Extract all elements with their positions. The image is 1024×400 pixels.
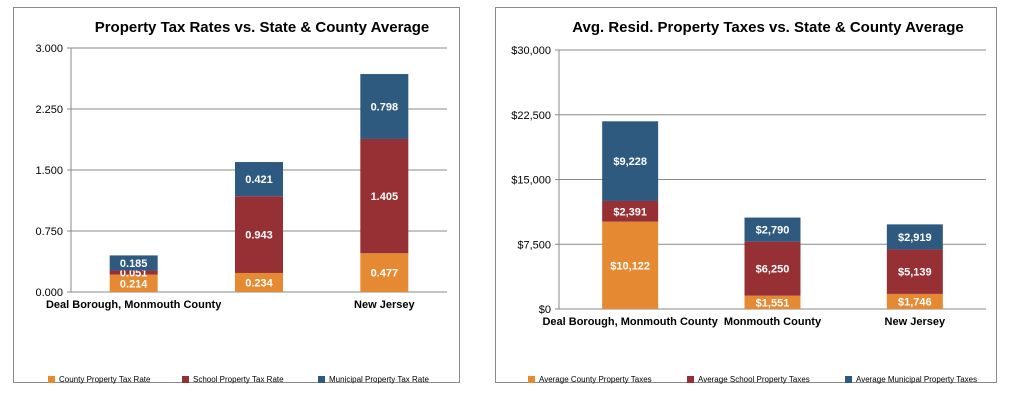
y-tick-label: $15,000 — [511, 175, 551, 187]
data-label: 0.214 — [120, 278, 148, 290]
tax-rate-chart-panel: Property Tax Rates vs. State & County Av… — [13, 7, 460, 384]
bar-segment-county — [109, 274, 158, 292]
data-label: $6,250 — [756, 264, 790, 276]
data-label: 0.798 — [371, 101, 399, 113]
bar-segment-municipal — [744, 217, 801, 242]
y-tick-label: $30,000 — [511, 45, 551, 57]
data-label: $2,391 — [613, 206, 647, 218]
chart-title: Avg. Resid. Property Taxes vs. State & C… — [572, 19, 964, 36]
data-label: $9,228 — [613, 156, 647, 168]
legend-swatch — [687, 376, 694, 383]
bar-segment-school — [602, 200, 659, 222]
legend-label: Average School Property Taxes — [698, 375, 810, 384]
data-label: 0.185 — [120, 258, 148, 270]
bar-segment-county — [886, 293, 943, 309]
tax-rate-chart: Property Tax Rates vs. State & County Av… — [35, 19, 447, 384]
data-label: $10,122 — [610, 260, 650, 272]
legend-label: Municipal Property Tax Rate — [329, 375, 429, 384]
legend-label: School Property Tax Rate — [193, 375, 284, 384]
data-label: $5,139 — [898, 267, 932, 279]
legend-label: Average Municipal Property Taxes — [856, 375, 977, 384]
legend-swatch — [318, 376, 325, 383]
y-tick-label: 0.000 — [35, 287, 63, 299]
data-label: 0.051 — [120, 268, 148, 280]
y-tick-label: 0.750 — [35, 226, 63, 238]
data-label: $2,790 — [756, 225, 790, 237]
y-tick-label: 1.500 — [35, 165, 63, 177]
bar-segment-school — [235, 196, 283, 273]
y-tick-label: $22,500 — [511, 110, 551, 122]
bar-segment-county — [744, 295, 801, 309]
y-tick-label: 2.250 — [35, 104, 63, 116]
bar-segment-municipal — [109, 255, 158, 271]
bar-segment-school — [360, 138, 409, 254]
y-tick-label: $0 — [539, 304, 551, 316]
bar-segment-county — [235, 272, 283, 292]
legend-swatch — [528, 376, 535, 383]
data-label: 0.421 — [245, 174, 273, 186]
bar-segment-school — [109, 270, 158, 275]
legend-swatch — [182, 376, 189, 383]
avg-taxes-chart: Avg. Resid. Property Taxes vs. State & C… — [511, 19, 986, 384]
bar-segment-county — [602, 221, 659, 309]
category-label: New Jersey — [354, 299, 415, 311]
bar-segment-municipal — [886, 224, 943, 250]
data-label: $1,551 — [756, 297, 790, 309]
data-label: $1,746 — [898, 296, 932, 308]
bar-segment-school — [886, 249, 943, 294]
legend-swatch — [845, 376, 852, 383]
data-label: 0.943 — [245, 230, 273, 242]
category-label: Deal Borough, Monmouth County — [46, 299, 222, 311]
bar-segment-school — [744, 241, 801, 296]
bar-segment-municipal — [360, 74, 409, 139]
category-label: Monmouth County — [724, 316, 822, 328]
bar-segment-municipal — [235, 162, 283, 197]
avg-taxes-chart-panel: Avg. Resid. Property Taxes vs. State & C… — [495, 7, 997, 384]
category-label: Deal Borough, Monmouth County — [542, 316, 718, 328]
y-tick-label: $7,500 — [517, 239, 551, 251]
data-label: $2,919 — [898, 232, 932, 244]
data-label: 0.234 — [245, 277, 273, 289]
chart-title: Property Tax Rates vs. State & County Av… — [95, 19, 430, 36]
y-tick-label: 3.000 — [35, 43, 63, 55]
bar-segment-municipal — [602, 121, 659, 201]
category-label: New Jersey — [885, 316, 946, 328]
data-label: 1.405 — [371, 191, 399, 203]
legend-label: Average County Property Taxes — [539, 375, 652, 384]
legend-swatch — [48, 376, 55, 383]
data-label: 0.477 — [371, 268, 399, 280]
legend-label: County Property Tax Rate — [59, 375, 151, 384]
bar-segment-county — [360, 253, 409, 292]
